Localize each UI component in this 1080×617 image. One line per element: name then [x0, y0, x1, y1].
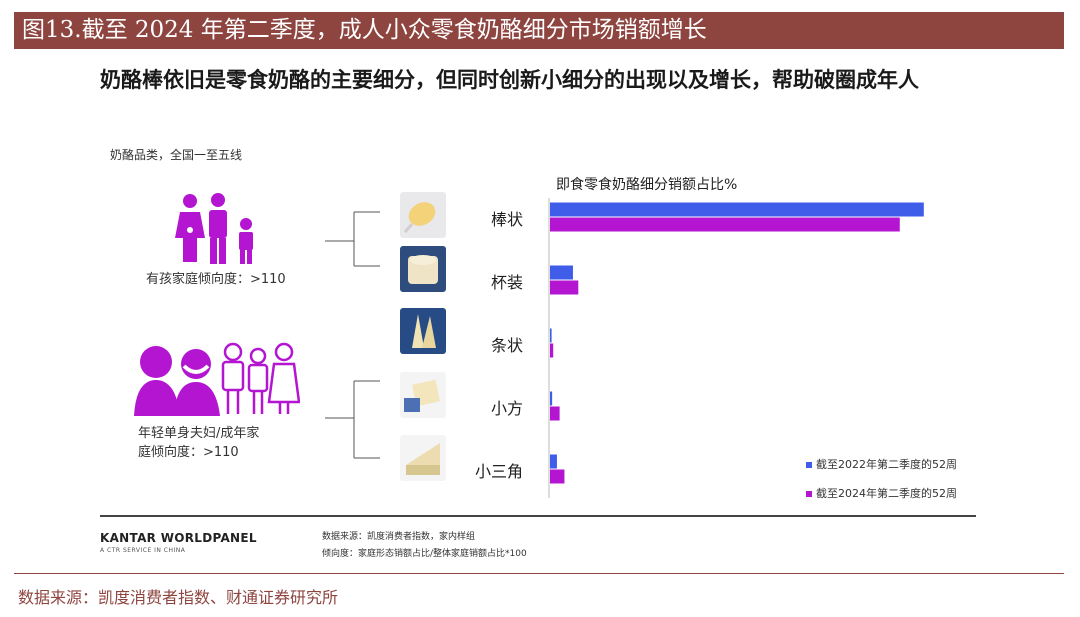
index-definition-note: 倾向度：家庭形态销额占比/整体家庭销额占比*100 — [322, 549, 527, 559]
adult-segment-label-line1: 年轻单身夫妇/成年家 — [138, 426, 260, 441]
category-label: 小方 — [490, 399, 523, 418]
legend-swatch-2024 — [806, 491, 812, 497]
bar-group — [550, 202, 924, 484]
bar-2022-3 — [550, 391, 553, 406]
bar-2024-2 — [550, 343, 554, 358]
figure-source: 数据来源：凯度消费者指数、财通证券研究所 — [18, 588, 339, 607]
category-label: 棒状 — [490, 210, 523, 229]
kantar-logo-text: KANTAR WORLDPANEL — [100, 531, 257, 545]
chart-main-title: 奶酪棒依旧是零食奶酪的主要细分，但同时创新小细分的出现以及增长，帮助破圈成年人 — [100, 68, 919, 92]
bar-2022-1 — [550, 265, 573, 280]
chart-card: 奶酪棒依旧是零食奶酪的主要细分，但同时创新小细分的出现以及增长，帮助破圈成年人 … — [90, 52, 990, 570]
chart-source-note: 数据来源：凯度消费者指数，家内样组 — [322, 532, 476, 542]
chart-canvas — [325, 198, 924, 498]
chart-subtitle: 奶酪品类，全国一至五线 — [110, 148, 243, 162]
bar-2024-3 — [550, 406, 560, 421]
adult-couple-icon — [134, 342, 300, 416]
bar-2022-2 — [550, 328, 552, 343]
bar-chart-title: 即食零食奶酪细分销额占比% — [556, 177, 738, 193]
bar-2024-4 — [550, 469, 565, 484]
legend-swatch-2022 — [806, 462, 812, 468]
footer-divider — [100, 515, 976, 517]
cheese-stick-image — [400, 192, 446, 238]
category-label: 条状 — [490, 336, 523, 355]
bar-2022-0 — [550, 202, 924, 217]
family-segment-label: 有孩家庭倾向度：>110 — [146, 272, 286, 287]
legend-item-2022: 截至2022年第二季度的52周 — [806, 456, 957, 472]
bar-2024-1 — [550, 280, 579, 295]
cheese-triangle-image — [400, 435, 446, 481]
family-bracket — [325, 211, 380, 267]
cheese-square-image — [400, 372, 446, 418]
cheese-string-image — [400, 308, 446, 354]
category-label: 杯装 — [490, 273, 523, 292]
footer-rule — [14, 573, 1064, 574]
category-label: 小三角 — [474, 462, 523, 481]
legend-item-2024: 截至2024年第二季度的52周 — [806, 485, 957, 501]
figure-title: 图13.截至 2024 年第二季度，成人小众零食奶酪细分市场销额增长 — [14, 12, 1064, 49]
family-icon — [175, 193, 253, 264]
adult-bracket — [325, 380, 380, 459]
cheese-cup-image — [400, 246, 446, 292]
adult-segment-label-line2: 庭倾向度：>110 — [138, 445, 239, 460]
bar-2022-4 — [550, 454, 557, 469]
bar-2024-0 — [550, 217, 900, 232]
kantar-tagline: A CTR SERVICE IN CHINA — [100, 547, 186, 554]
